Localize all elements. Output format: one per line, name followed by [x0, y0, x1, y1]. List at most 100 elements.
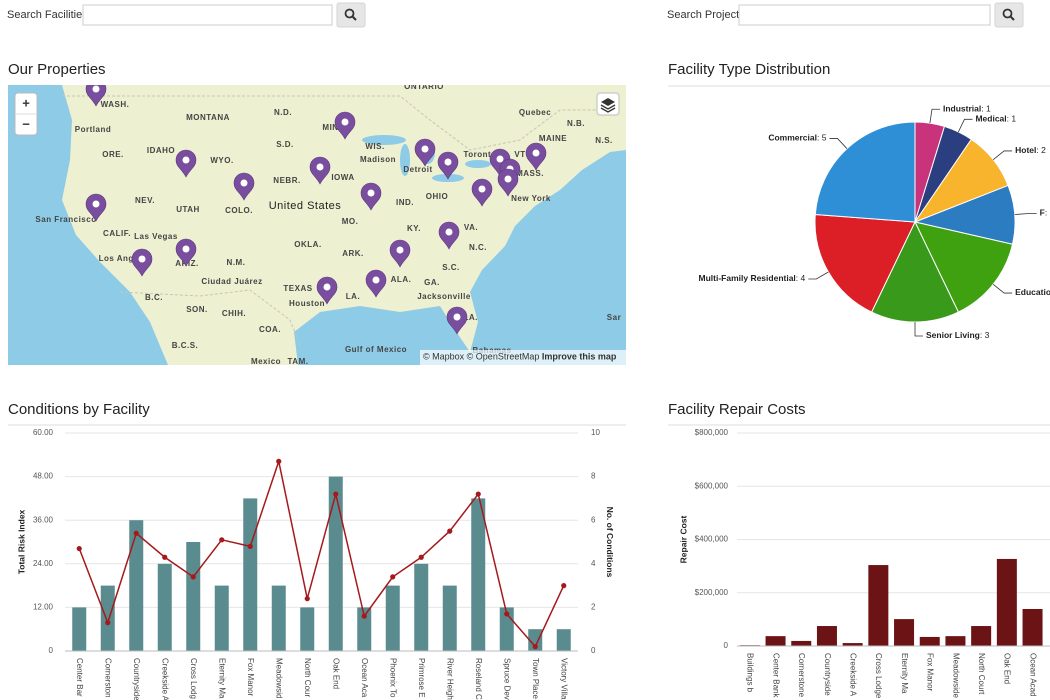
- layers-button[interactable]: [596, 92, 620, 116]
- line-point: [333, 491, 339, 497]
- bar: [357, 607, 372, 651]
- map[interactable]: ONTARIO WASH. MONTANA N.D. Portland ORE. IDAHO…: [8, 79, 626, 366]
- line-point: [162, 554, 168, 560]
- search-input[interactable]: [738, 4, 991, 26]
- x-tick-label: Oak End: [1003, 653, 1012, 684]
- pie-label: Senior Living: 3: [926, 330, 990, 340]
- map-pin-dot: [240, 179, 248, 187]
- y-tick-label: 0: [49, 646, 54, 655]
- button-bg[interactable]: [336, 2, 366, 28]
- section-title: Facility Type Distribution: [668, 61, 830, 78]
- map-pin-dot: [341, 118, 349, 126]
- map-pin-dot: [323, 283, 331, 291]
- map-water: [294, 150, 626, 365]
- button-bg[interactable]: [994, 2, 1024, 28]
- pie-label-name: Medical: [975, 114, 1006, 124]
- y-tick-label: 36.00: [33, 515, 54, 524]
- map-label: COLO.: [225, 206, 253, 215]
- x-tick-label: Victory Villa: [560, 658, 569, 700]
- pie-label: Education: 3: [1015, 287, 1050, 297]
- map-label: ALA.: [391, 275, 412, 284]
- map-pin-dot: [421, 145, 429, 153]
- x-tick-label: Creekside A: [161, 658, 170, 700]
- x-tick-label: Roseland C: [474, 658, 483, 700]
- map-label: NEBR.: [273, 176, 300, 185]
- pie-label-name: F: [1040, 208, 1045, 218]
- x-tick-label: Cross Lodge: [874, 653, 883, 699]
- map-label: MAINE: [539, 134, 567, 143]
- map-lake: [465, 160, 491, 168]
- leader-line: [929, 108, 940, 124]
- pie-label: Medical: 1: [975, 114, 1016, 124]
- line-point: [247, 543, 253, 549]
- map-pin[interactable]: [85, 79, 107, 107]
- bar: [971, 626, 992, 646]
- map-label: Gulf of Mexico: [345, 345, 407, 354]
- bar: [129, 520, 144, 651]
- pie-label-value: 3: [985, 330, 990, 340]
- pie-label-name: Education: [1015, 287, 1050, 297]
- y-axis-label: Repair Cost: [678, 515, 688, 563]
- line-point: [390, 574, 396, 580]
- map-label: ONTARIO: [404, 82, 444, 91]
- y2-tick-label: 2: [591, 603, 596, 612]
- map-pin-dot: [367, 189, 375, 197]
- bar: [157, 563, 172, 651]
- map-water: [8, 85, 168, 365]
- x-tick-label: Countryside: [823, 653, 832, 696]
- bar: [528, 629, 543, 651]
- attribution[interactable]: © Mapbox © OpenStreetMap Improve this ma…: [423, 352, 617, 362]
- map-label: San Francisco: [35, 215, 96, 224]
- map-label: Las Vegas: [134, 232, 178, 241]
- x-tick-label: Meadowsid: [275, 658, 284, 698]
- map-label: B.C.S.: [172, 341, 199, 350]
- pie-slice: [814, 121, 916, 223]
- y2-tick-label: 6: [591, 515, 596, 524]
- bar: [816, 626, 837, 646]
- map-label: N.C.: [469, 243, 487, 252]
- pie-label-sep: :: [981, 104, 986, 114]
- y-tick-label: 0: [724, 641, 729, 650]
- y2-tick-label: 0: [591, 646, 596, 655]
- zoom-in[interactable]: +: [22, 95, 30, 110]
- search-button[interactable]: [994, 2, 1024, 28]
- map-label: IDAHO: [147, 146, 175, 155]
- zoom-out[interactable]: −: [22, 116, 30, 131]
- pie-label-name: Senior Living: [926, 330, 980, 340]
- search-icon: [1009, 15, 1015, 21]
- map-pin-dot: [138, 255, 146, 263]
- leader-line: [914, 322, 923, 337]
- x-tick-label: Ocean Aca: [360, 658, 369, 698]
- attribution-link[interactable]: Improve this map: [542, 352, 617, 362]
- search-icon: [344, 8, 355, 19]
- attribution-item[interactable]: © OpenStreetMap: [467, 352, 540, 362]
- map-label: ARK.: [342, 249, 364, 258]
- x-tick-label: Creekside A: [849, 653, 858, 697]
- search-input[interactable]: [82, 4, 333, 26]
- map-label: Sar: [607, 313, 621, 322]
- map-pins: [85, 79, 547, 335]
- line-point: [276, 458, 282, 464]
- map-label: United States: [269, 200, 342, 212]
- map-labels: ONTARIO WASH. MONTANA N.D. Portland ORE. IDAHO…: [35, 82, 621, 365]
- pie-label-sep: :: [796, 273, 801, 283]
- section-title: Conditions by Facility: [8, 401, 150, 418]
- x-tick-label: Ocean Acad: [1028, 653, 1037, 697]
- x-tick-label: Cornerston: [104, 658, 113, 698]
- pie-label-value: 4: [801, 273, 806, 283]
- bar: [945, 636, 966, 646]
- bar: [72, 607, 87, 651]
- pie-label-value: 5: [822, 133, 827, 143]
- map-label: SON.: [186, 305, 208, 314]
- map-pin-dot: [182, 245, 190, 253]
- attribution-item[interactable]: © Mapbox: [423, 352, 465, 362]
- pie-label-value: 1: [1011, 114, 1016, 124]
- map-pin-dot: [92, 85, 100, 93]
- map-label: Detroit: [403, 165, 432, 174]
- line-point: [475, 491, 481, 497]
- search-button[interactable]: [336, 2, 366, 28]
- pie-label: Multi-Family Residential: 4: [699, 273, 806, 283]
- map-label: NEV.: [135, 196, 155, 205]
- bar: [765, 636, 786, 646]
- y-tick-label: 60.00: [33, 428, 54, 437]
